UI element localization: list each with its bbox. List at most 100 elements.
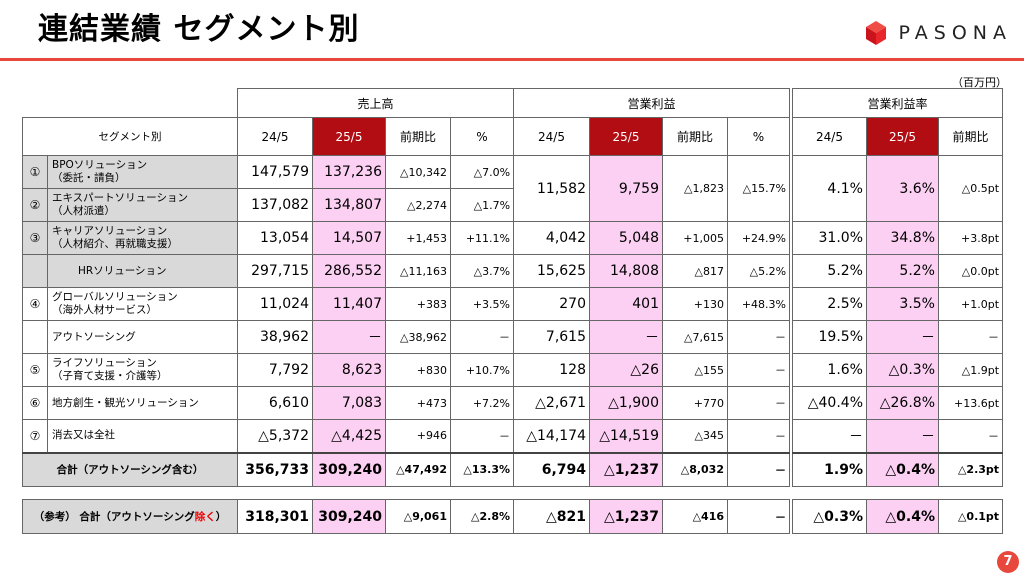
- margin-25: －: [866, 320, 939, 354]
- margin-24: △40.4%: [792, 386, 867, 420]
- op-pct: －: [726, 353, 791, 387]
- margin-24: 2.5%: [792, 287, 867, 321]
- margin-25: 3.5%: [866, 287, 939, 321]
- reference-emphasis: 除く: [194, 511, 216, 523]
- segment-name: HRソリューション: [47, 254, 238, 288]
- sales-yoy: △10,342: [385, 155, 451, 189]
- segment-name: 地方創生・観光ソリューション: [47, 386, 238, 420]
- total-sales-24: 356,733: [237, 452, 313, 487]
- table-row: 128 △26 △155 －: [513, 353, 791, 387]
- sales-yoy: △2,274: [385, 188, 451, 222]
- table-row: 19.5% － －: [792, 320, 1004, 354]
- margin-25: 3.6%: [866, 155, 939, 222]
- segment-name: エキスパートソリューション: [52, 192, 188, 204]
- ref-margin-24: △0.3%: [792, 499, 867, 534]
- sales-yoy: △38,962: [385, 320, 451, 354]
- page-title: 連結業績 セグメント別: [38, 12, 360, 47]
- sales-24: △5,372: [237, 419, 313, 453]
- segment-name: アウトソーシング: [47, 320, 238, 354]
- margin-header: 営業利益率: [791, 88, 1004, 118]
- total-row: 合計（アウトソーシング含む） 356,733 309,240 △47,492 △…: [22, 452, 515, 487]
- sales-24: 13,054: [237, 221, 313, 255]
- table-row: ⑦ 消去又は全社 △5,372 △4,425 +946 －: [22, 419, 515, 453]
- segment-subname: （子育て支援・介護等）: [52, 370, 168, 382]
- sales-yoy-header: 前期比: [385, 117, 451, 156]
- op-25-header: 25/5: [589, 117, 663, 156]
- margin-yoy: －: [937, 320, 1004, 354]
- table-row: ③ キャリアソリューション （人材紹介、再就職支援） 13,054 14,507 …: [22, 221, 515, 255]
- sales-25: 134,807: [312, 188, 386, 222]
- op-25: △1,900: [589, 386, 663, 420]
- table-row: 1.6% △0.3% △1.9pt: [792, 353, 1004, 387]
- segment-number: ⑤: [22, 353, 48, 387]
- sales-header: 売上高: [236, 88, 515, 118]
- table-row: 5.2% 5.2% △0.0pt: [792, 254, 1004, 288]
- pasona-logo: PASONA: [863, 18, 1012, 48]
- segment-number: ⑦: [22, 419, 48, 453]
- margin-yoy: －: [937, 419, 1004, 453]
- op-pct: △5.2%: [726, 254, 791, 288]
- op-24: 11,582: [513, 155, 590, 222]
- table-row: ② エキスパートソリューション （人材派遣） 137,082 134,807 △2…: [22, 188, 515, 222]
- ref-sales-24: 318,301: [237, 499, 313, 534]
- sales-table: 売上高 セグメント別 24/5 25/5 前期比 % ① BPOソリューション（…: [22, 88, 515, 534]
- table-row: ④ グローバルソリューション （海外人材サービス） 11,024 11,407 +…: [22, 287, 515, 321]
- op-yoy: +130: [662, 287, 728, 321]
- margin-yoy: +3.8pt: [937, 221, 1004, 255]
- sales-yoy: +473: [385, 386, 451, 420]
- reference-row: △821 △1,237 △416 －: [513, 499, 791, 534]
- margin-25-header: 25/5: [866, 117, 939, 156]
- margin-yoy: +1.0pt: [937, 287, 1004, 321]
- table-row: 7,615 － △7,615 －: [513, 320, 791, 354]
- margin-yoy: +13.6pt: [937, 386, 1004, 420]
- segment-number: ④: [22, 287, 48, 321]
- sales-24: 11,024: [237, 287, 313, 321]
- table-row: △2,671 △1,900 +770 －: [513, 386, 791, 420]
- pasona-logo-icon: [863, 18, 889, 48]
- sales-yoy: +946: [385, 419, 451, 453]
- op-yoy: △155: [662, 353, 728, 387]
- segment-number: ②: [22, 188, 48, 222]
- ref-sales-pct: △2.8%: [449, 499, 515, 534]
- segment-number: ⑥: [22, 386, 48, 420]
- segment-subname: （委託・請負）: [52, 172, 126, 184]
- ref-margin-yoy: △0.1pt: [937, 499, 1004, 534]
- header-divider: [0, 58, 1024, 61]
- op-25: 5,048: [589, 221, 663, 255]
- sales-24: 147,579: [237, 155, 313, 189]
- total-margin-24: 1.9%: [792, 452, 867, 487]
- margin-24: 1.6%: [792, 353, 867, 387]
- op-24: △14,174: [513, 419, 590, 453]
- op-yoy: △7,615: [662, 320, 728, 354]
- margin-yoy-header: 前期比: [937, 117, 1004, 156]
- op-25: 9,759: [589, 155, 663, 222]
- operating-margin-table: 営業利益率 24/5 25/5 前期比 4.1% 3.6% △0.5pt 31.…: [791, 88, 1004, 534]
- op-24: △2,671: [513, 386, 590, 420]
- segment-subname: （海外人材サービス）: [52, 304, 157, 316]
- sales-25: △4,425: [312, 419, 386, 453]
- table-row: ⑤ ライフソリューション （子育て支援・介護等） 7,792 8,623 +830…: [22, 353, 515, 387]
- margin-yoy: △0.0pt: [937, 254, 1004, 288]
- op-pct: －: [726, 419, 791, 453]
- margin-24: －: [792, 419, 867, 453]
- margin-25: －: [866, 419, 939, 453]
- margin-24: 19.5%: [792, 320, 867, 354]
- ref-op-pct: －: [726, 499, 791, 534]
- op-yoy: +1,005: [662, 221, 728, 255]
- sales-24: 6,610: [237, 386, 313, 420]
- table-row: 4.1% 3.6% △0.5pt: [792, 155, 1004, 222]
- margin-yoy: △1.9pt: [937, 353, 1004, 387]
- sales-yoy: +383: [385, 287, 451, 321]
- sales-pct-header: %: [449, 117, 515, 156]
- op-pct: －: [726, 386, 791, 420]
- ref-sales-25: 309,240: [312, 499, 386, 534]
- op-pct: △15.7%: [726, 155, 791, 222]
- op-24-header: 24/5: [513, 117, 590, 156]
- segment-name: グローバルソリューション: [52, 291, 178, 303]
- total-op-yoy: △8,032: [662, 452, 728, 487]
- sales-pct: －: [449, 419, 515, 453]
- sales-pct: －: [449, 320, 515, 354]
- op-pct: +24.9%: [726, 221, 791, 255]
- total-margin-25: △0.4%: [866, 452, 939, 487]
- total-row: 6,794 △1,237 △8,032 －: [513, 452, 791, 487]
